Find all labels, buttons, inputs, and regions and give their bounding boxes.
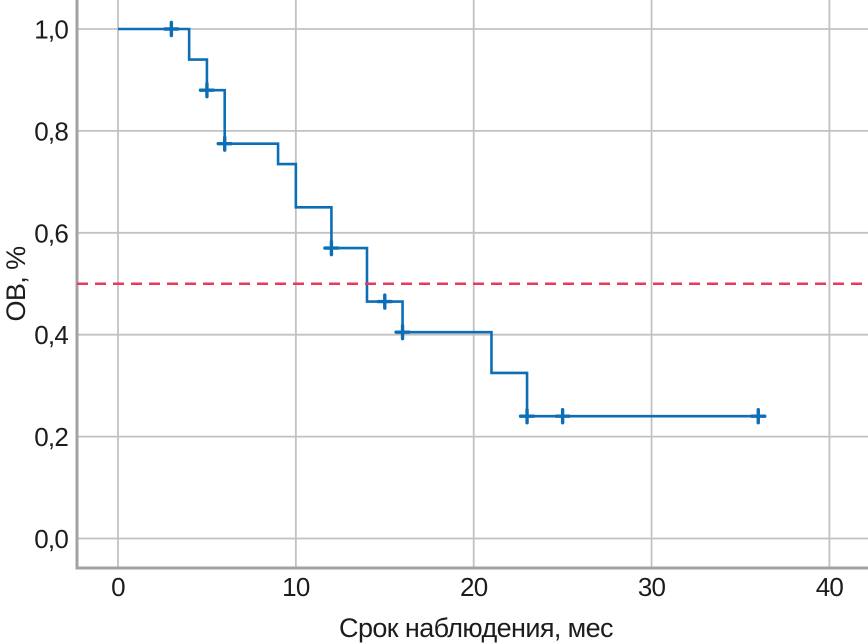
x-tick-label: 10 [282,572,310,602]
x-tick-label: 0 [111,572,125,602]
censor-mark [518,408,536,425]
tick-label-layer: 0 10 20 30 40 0,0 0,2 0,4 0,6 0,8 1,0 [34,15,844,603]
x-tick-label: 20 [460,572,488,602]
y-tick-label: 0,0 [34,524,68,554]
censor-mark [198,81,216,99]
x-tick-label: 40 [816,572,844,602]
censor-mark [554,408,571,425]
series-layer [77,20,868,425]
x-axis-title: Срок наблюдения, мес [339,613,613,643]
y-tick-label: 0,4 [34,320,68,350]
censor-mark [323,239,340,257]
y-tick-label: 0,2 [34,422,68,452]
censor-mark [216,135,233,152]
y-tick-label: 0,6 [34,218,68,248]
x-tick-label: 30 [638,572,666,602]
censor-mark [750,408,767,425]
y-tick-label: 0,8 [34,116,68,146]
survival-step-line [118,27,759,418]
censor-mark [163,20,180,38]
censor-mark [376,293,393,310]
y-axis-title: ОВ, % [1,246,31,322]
y-tick-label: 1,0 [34,15,68,45]
censor-mark [394,323,411,341]
